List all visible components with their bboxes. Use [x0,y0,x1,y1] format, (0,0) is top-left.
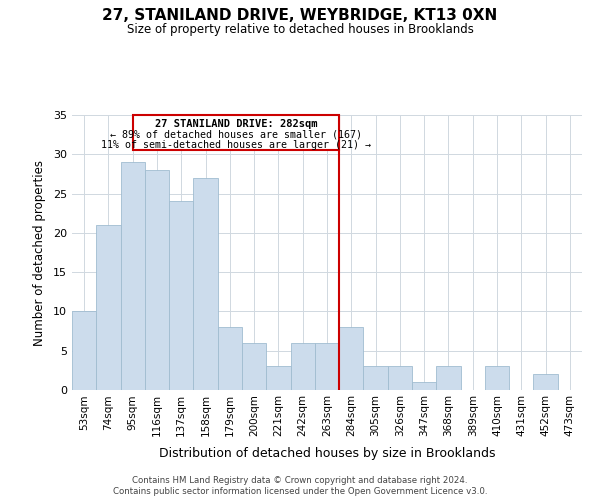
Bar [290,343,315,390]
Text: Distribution of detached houses by size in Brooklands: Distribution of detached houses by size … [159,448,495,460]
Text: Contains HM Land Registry data © Crown copyright and database right 2024.: Contains HM Land Registry data © Crown c… [132,476,468,485]
Y-axis label: Number of detached properties: Number of detached properties [33,160,46,346]
Text: 27, STANILAND DRIVE, WEYBRIDGE, KT13 0XN: 27, STANILAND DRIVE, WEYBRIDGE, KT13 0XN [103,8,497,22]
Text: ← 89% of detached houses are smaller (167): ← 89% of detached houses are smaller (16… [110,130,362,140]
Bar [412,382,436,390]
Bar [266,366,290,390]
Bar [315,343,339,390]
Bar [242,343,266,390]
Bar [193,178,218,390]
Text: 11% of semi-detached houses are larger (21) →: 11% of semi-detached houses are larger (… [101,140,371,150]
Bar [169,202,193,390]
Bar [72,312,96,390]
Bar [364,366,388,390]
Bar [485,366,509,390]
Bar [121,162,145,390]
Bar [145,170,169,390]
Bar [533,374,558,390]
Bar [436,366,461,390]
Bar [388,366,412,390]
Bar [339,327,364,390]
Text: Size of property relative to detached houses in Brooklands: Size of property relative to detached ho… [127,22,473,36]
Bar [96,225,121,390]
Bar [218,327,242,390]
Text: Contains public sector information licensed under the Open Government Licence v3: Contains public sector information licen… [113,488,487,496]
FancyBboxPatch shape [133,115,339,150]
Text: 27 STANILAND DRIVE: 282sqm: 27 STANILAND DRIVE: 282sqm [155,119,317,129]
